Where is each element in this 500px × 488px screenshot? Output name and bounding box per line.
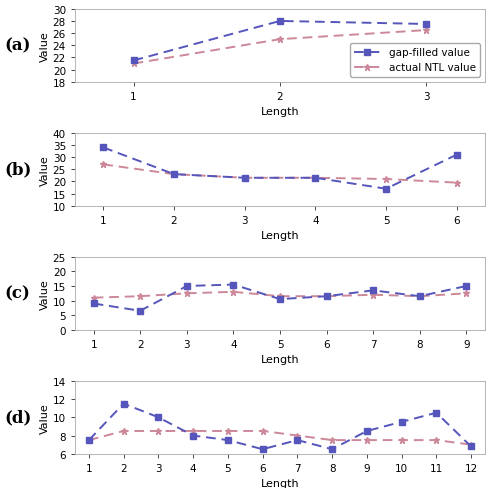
Line: gap-filled value: gap-filled value — [131, 19, 429, 64]
actual NTL value — [100, 162, 106, 168]
Text: (c): (c) — [4, 285, 30, 302]
gap-filled value — [242, 176, 248, 182]
Line: actual NTL value: actual NTL value — [90, 289, 470, 302]
X-axis label: Length: Length — [260, 231, 300, 241]
gap-filled value — [277, 297, 283, 303]
actual NTL value — [171, 172, 177, 178]
Text: (b): (b) — [4, 162, 32, 179]
gap-filled value — [171, 172, 177, 178]
Y-axis label: Value: Value — [40, 31, 50, 61]
gap-filled value — [454, 152, 460, 158]
gap-filled value — [90, 301, 96, 307]
gap-filled value — [364, 428, 370, 434]
actual NTL value — [277, 294, 283, 300]
actual NTL value — [294, 433, 300, 439]
actual NTL value — [90, 295, 96, 301]
actual NTL value — [398, 437, 404, 443]
actual NTL value — [312, 176, 318, 182]
actual NTL value — [130, 61, 136, 67]
actual NTL value — [156, 428, 162, 434]
actual NTL value — [364, 437, 370, 443]
X-axis label: Length: Length — [260, 107, 300, 117]
Line: actual NTL value: actual NTL value — [86, 427, 474, 448]
Text: (d): (d) — [4, 409, 32, 426]
actual NTL value — [277, 37, 283, 43]
gap-filled value — [130, 59, 136, 64]
gap-filled value — [100, 145, 106, 151]
gap-filled value — [383, 186, 389, 192]
Line: gap-filled value: gap-filled value — [86, 401, 474, 452]
Line: actual NTL value: actual NTL value — [100, 162, 460, 187]
gap-filled value — [294, 437, 300, 443]
actual NTL value — [324, 294, 330, 300]
gap-filled value — [398, 419, 404, 425]
actual NTL value — [190, 428, 196, 434]
gap-filled value — [324, 294, 330, 300]
actual NTL value — [329, 437, 335, 443]
actual NTL value — [454, 181, 460, 186]
actual NTL value — [137, 294, 143, 300]
Line: gap-filled value: gap-filled value — [91, 282, 469, 314]
actual NTL value — [230, 289, 236, 295]
Y-axis label: Value: Value — [40, 402, 50, 433]
actual NTL value — [86, 437, 92, 443]
gap-filled value — [156, 414, 162, 420]
gap-filled value — [230, 282, 236, 288]
gap-filled value — [464, 284, 469, 289]
gap-filled value — [370, 288, 376, 294]
gap-filled value — [86, 437, 92, 443]
X-axis label: Length: Length — [260, 355, 300, 365]
actual NTL value — [225, 428, 231, 434]
actual NTL value — [424, 28, 430, 34]
gap-filled value — [184, 284, 190, 289]
Line: gap-filled value: gap-filled value — [100, 145, 460, 192]
Y-axis label: Value: Value — [40, 155, 50, 185]
gap-filled value — [312, 176, 318, 182]
gap-filled value — [260, 447, 266, 452]
gap-filled value — [120, 401, 126, 407]
actual NTL value — [383, 177, 389, 183]
actual NTL value — [242, 176, 248, 182]
gap-filled value — [277, 19, 283, 25]
actual NTL value — [260, 428, 266, 434]
Y-axis label: Value: Value — [40, 278, 50, 309]
actual NTL value — [417, 294, 423, 300]
Line: actual NTL value: actual NTL value — [130, 27, 430, 68]
gap-filled value — [417, 294, 423, 300]
gap-filled value — [329, 447, 335, 452]
actual NTL value — [184, 291, 190, 297]
Text: (a): (a) — [4, 38, 31, 55]
actual NTL value — [434, 437, 440, 443]
Legend: gap-filled value, actual NTL value: gap-filled value, actual NTL value — [350, 44, 480, 78]
actual NTL value — [120, 428, 126, 434]
gap-filled value — [424, 22, 430, 28]
actual NTL value — [464, 291, 469, 297]
actual NTL value — [468, 442, 474, 447]
gap-filled value — [434, 410, 440, 416]
gap-filled value — [190, 433, 196, 439]
X-axis label: Length: Length — [260, 478, 300, 488]
gap-filled value — [468, 444, 474, 449]
gap-filled value — [137, 308, 143, 314]
actual NTL value — [370, 292, 376, 298]
gap-filled value — [225, 437, 231, 443]
